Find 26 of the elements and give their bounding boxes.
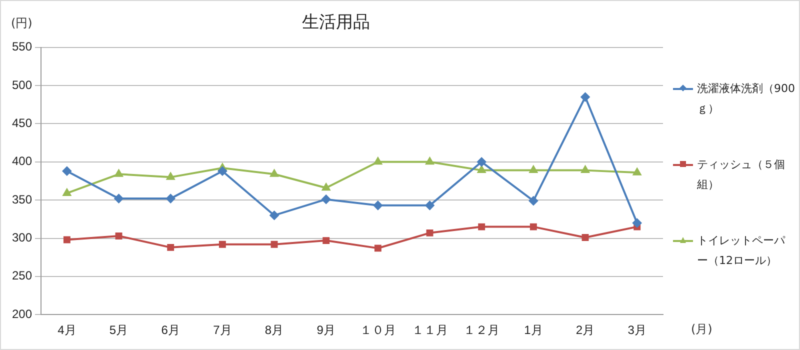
x-tick-label: 8月 [264, 323, 284, 338]
y-axis-title: (円) [11, 15, 32, 32]
y-tick-label: 200 [12, 306, 32, 321]
x-tick-label: 4月 [58, 323, 76, 338]
y-tick-label: 300 [12, 230, 32, 245]
x-tick-label: １１月 [412, 323, 448, 338]
y-tick-label: 500 [12, 78, 32, 92]
y-tick-label: 250 [12, 268, 32, 283]
x-tick-label: 6月 [161, 323, 180, 338]
x-tick-label: 5月 [109, 323, 128, 338]
legend-label: 洗濯液体洗剤（900ｇ） [697, 82, 795, 115]
legend-label: トイレットペーパー（12ロール） [697, 234, 785, 267]
x-tick-label: 9月 [316, 323, 336, 338]
y-tick-label: 350 [12, 192, 32, 206]
y-tick-label: 550 [12, 40, 32, 54]
x-tick-label: １０月 [360, 323, 396, 338]
x-tick-label: 1月 [524, 323, 543, 338]
legend-label: ティッシュ（５個組） [697, 158, 785, 191]
x-tick-label: 2月 [576, 323, 595, 338]
x-axis-title: (月) [691, 321, 712, 338]
y-tick-label: 450 [12, 116, 32, 130]
x-tick-label: 3月 [628, 323, 646, 338]
x-tick-label: 7月 [213, 323, 232, 338]
x-tick-label: １２月 [464, 323, 500, 338]
chart-title: 生活用品 [302, 12, 370, 33]
y-tick-label: 400 [12, 154, 32, 168]
